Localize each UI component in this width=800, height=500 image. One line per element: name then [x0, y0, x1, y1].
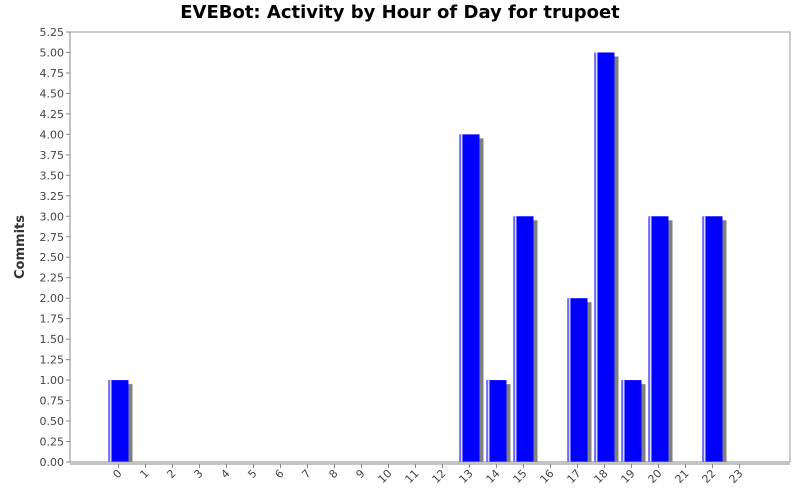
y-tick-label: 0.00: [40, 456, 65, 469]
y-tick-label: 2.75: [40, 231, 65, 244]
x-axis-ticks: 0 1 2 3 4 5 6 7 8 9 10 11 12 13 14 15 16 17 18 19 20 21 22 23: [110, 464, 746, 486]
bar-highlight: [622, 380, 625, 462]
y-tick-label: 0.25: [40, 436, 65, 449]
y-tick-label: 3.75: [40, 149, 65, 162]
x-tick-label: 21: [673, 467, 692, 486]
y-tick-label: 1.50: [40, 333, 65, 346]
bar-highlight: [595, 52, 598, 462]
y-tick-label: 4.75: [40, 67, 65, 80]
y-tick-label: 5.25: [40, 26, 65, 39]
bar-hour-0: [108, 380, 129, 462]
x-tick-label: 14: [484, 467, 503, 486]
y-tick-label: 0.75: [40, 395, 65, 408]
bar-hour-19: [621, 380, 642, 462]
bar-hour-20: [648, 216, 669, 462]
x-tick-label: 3: [191, 467, 205, 481]
x-tick-label: 5: [245, 467, 259, 481]
y-axis-label: Commits: [13, 215, 28, 279]
y-tick-label: 5.00: [40, 46, 65, 59]
bar-hour-15: [513, 216, 534, 462]
bar-hour-22: [702, 216, 723, 462]
y-tick-label: 4.25: [40, 108, 65, 121]
y-tick-label: 3.50: [40, 169, 65, 182]
bar-highlight: [649, 216, 652, 462]
y-tick-label: 4.50: [40, 87, 65, 100]
y-tick-label: 2.50: [40, 251, 65, 264]
bar-highlight: [460, 134, 463, 462]
bar-hour-18: [594, 52, 615, 462]
y-tick-label: 2.25: [40, 272, 65, 285]
x-tick-label: 18: [592, 467, 611, 486]
x-tick-label: 13: [457, 467, 476, 486]
y-tick-label: 3.00: [40, 210, 65, 223]
x-tick-label: 11: [403, 467, 422, 486]
x-tick-label: 22: [700, 467, 719, 486]
bar-hour-17: [567, 298, 588, 462]
bars: [108, 52, 727, 462]
x-tick-label: 0: [110, 467, 124, 481]
y-tick-label: 3.25: [40, 190, 65, 203]
y-tick-label: 1.75: [40, 313, 65, 326]
x-tick-label: 12: [430, 467, 449, 486]
x-tick-label: 2: [164, 467, 178, 481]
x-tick-label: 7: [299, 467, 313, 481]
bar-hour-14: [486, 380, 507, 462]
y-axis-ticks: 0.00 0.25 0.50 0.75 1.00 1.25 1.50 1.75 2.00 2.25…: [40, 26, 70, 469]
x-tick-label: 16: [538, 467, 557, 486]
x-tick-label: 4: [218, 467, 232, 481]
bar-highlight: [487, 380, 490, 462]
bar-highlight: [703, 216, 706, 462]
x-tick-label: 15: [511, 467, 530, 486]
x-tick-label: 8: [326, 467, 340, 481]
x-tick-label: 6: [272, 467, 286, 481]
y-tick-label: 0.50: [40, 415, 65, 428]
bar-highlight: [109, 380, 112, 462]
bar-highlight: [514, 216, 517, 462]
y-tick-label: 1.00: [40, 374, 65, 387]
x-tick-label: 20: [646, 467, 665, 486]
chart-title: EVEBot: Activity by Hour of Day for trup…: [180, 2, 620, 23]
y-tick-label: 2.00: [40, 292, 65, 305]
bar-highlight: [568, 298, 571, 462]
x-tick-label: 10: [376, 467, 395, 486]
y-tick-label: 4.00: [40, 128, 65, 141]
x-tick-label: 19: [619, 467, 638, 486]
x-tick-label: 1: [137, 467, 151, 481]
plot-area: [69, 31, 791, 463]
x-tick-label: 23: [727, 467, 746, 486]
bar-hour-13: [459, 134, 480, 462]
x-tick-label: 17: [565, 467, 584, 486]
x-tick-label: 9: [353, 467, 367, 481]
y-tick-label: 1.25: [40, 354, 65, 367]
